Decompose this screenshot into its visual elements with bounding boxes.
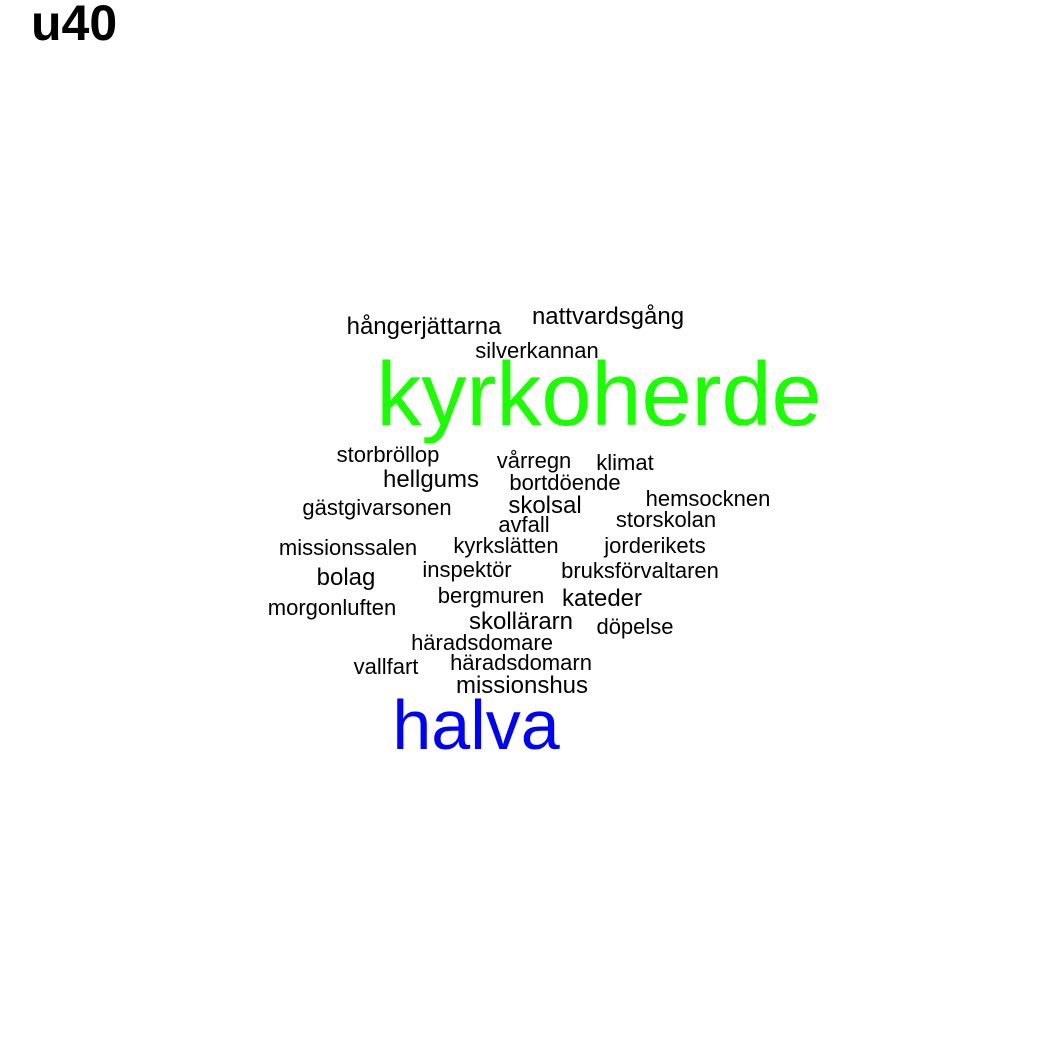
cloud-word: kyrkoherde xyxy=(376,345,822,445)
page-title: u40 xyxy=(31,0,118,51)
cloud-word: nattvardsgång xyxy=(531,303,685,330)
cloud-word: avfall xyxy=(498,512,550,537)
cloud-word: storskolan xyxy=(615,507,717,532)
cloud-word: döpelse xyxy=(596,614,674,639)
cloud-word: kateder xyxy=(561,585,643,612)
cloud-word: bortdöende xyxy=(509,470,621,495)
cloud-word: skolsal xyxy=(508,492,582,519)
cloud-word: skollärarn xyxy=(468,608,574,635)
cloud-word: silverkannan xyxy=(475,338,599,363)
cloud-word: bolag xyxy=(316,564,376,591)
cloud-word: inspektör xyxy=(422,557,512,582)
cloud-word: halva xyxy=(392,686,560,764)
cloud-word: hellgums xyxy=(382,466,480,493)
cloud-word: bergmuren xyxy=(437,583,545,608)
cloud-word: gästgivarsonen xyxy=(302,495,452,520)
cloud-word: missionshus xyxy=(455,672,589,699)
cloud-word: klimat xyxy=(596,450,654,475)
cloud-word: vårregn xyxy=(496,448,572,473)
cloud-word: vallfart xyxy=(353,654,419,679)
cloud-word: kyrkslätten xyxy=(453,533,559,558)
cloud-word: hemsocknen xyxy=(645,486,771,511)
cloud-word: storbröllop xyxy=(336,442,440,467)
cloud-word: hångerjättarna xyxy=(346,313,502,340)
cloud-word: häradsdomare xyxy=(411,630,553,655)
cloud-word: häradsdomarn xyxy=(450,650,592,675)
cloud-word: missionssalen xyxy=(278,535,418,560)
cloud-word: morgonluften xyxy=(267,595,397,620)
cloud-word: jorderikets xyxy=(604,533,706,558)
cloud-word: bruksförvaltaren xyxy=(561,558,719,583)
